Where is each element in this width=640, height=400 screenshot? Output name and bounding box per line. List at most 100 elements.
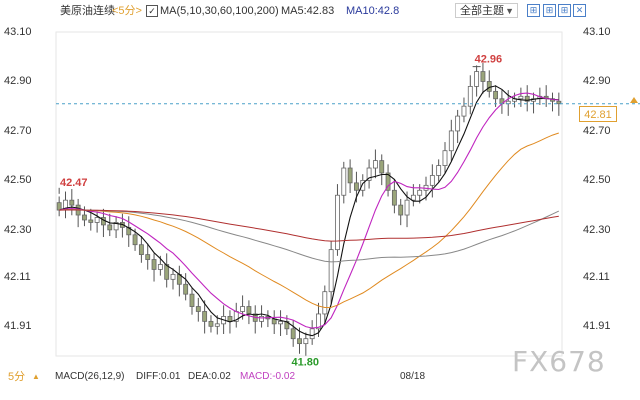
candle-body: [436, 165, 442, 176]
candle-body: [309, 328, 315, 340]
y-tick-label-left: 42.11: [4, 270, 31, 283]
y-tick-label-right: 42.11: [583, 270, 610, 283]
candle-body: [290, 328, 296, 340]
y-tick-label-left: 42.50: [4, 174, 32, 187]
macd-diff: DIFF:0.01: [136, 371, 181, 382]
candle-body: [170, 273, 176, 280]
candle-body: [360, 179, 366, 191]
y-tick-label-left: 43.10: [4, 26, 32, 38]
triangle-up-icon[interactable]: ▲: [32, 372, 40, 381]
period-selector[interactable]: <5分>: [112, 5, 142, 17]
candle-body: [480, 71, 486, 82]
y-tick-label-left: 42.30: [4, 223, 32, 236]
candle-body: [56, 202, 62, 211]
candle-body: [240, 306, 246, 312]
candle-body: [448, 130, 454, 152]
instrument-name[interactable]: 美原油连续: [60, 5, 115, 17]
y-tick-label-right: 43.10: [583, 26, 611, 38]
theme-select[interactable]: 全部主题 ▼: [455, 3, 518, 18]
candle-body: [88, 219, 94, 223]
y-tick-label-left: 42.90: [4, 75, 32, 88]
candle-body: [391, 189, 397, 206]
macd-params[interactable]: MACD(26,12,9): [55, 371, 125, 382]
candle-body: [404, 199, 410, 216]
candle-body: [366, 167, 372, 181]
candle-body: [455, 115, 461, 132]
candle-body: [107, 224, 113, 231]
candle-body: [354, 182, 359, 191]
candle-body: [138, 244, 144, 255]
theme-select-label: 全部主题: [460, 5, 504, 17]
candle-body: [486, 81, 492, 92]
candle-body: [385, 172, 391, 191]
macd-value: MACD:-0.02: [240, 371, 296, 382]
ma5-value: MA5:42.83: [281, 5, 335, 17]
low-price-label: 41.80: [292, 357, 320, 369]
y-tick-label-right: 42.70: [583, 124, 611, 137]
y-tick-label-right: 41.91: [583, 320, 611, 333]
candle-body: [341, 167, 347, 196]
candle-body: [82, 214, 87, 221]
candle-body: [328, 249, 334, 293]
candle-body: [202, 311, 208, 322]
candle-body: [474, 71, 480, 87]
candle-body: [461, 105, 467, 117]
y-tick-label-left: 42.70: [4, 124, 32, 137]
x-axis-date: 08/18: [400, 371, 426, 382]
candle-body: [372, 160, 378, 169]
candle-body: [227, 316, 233, 322]
left-price-label: 42.47: [60, 177, 88, 189]
candle-body: [195, 306, 201, 312]
candle-body: [183, 283, 189, 295]
candle-body: [259, 316, 264, 322]
candle-body: [556, 100, 562, 105]
candle-body: [69, 199, 75, 206]
candle-body: [335, 194, 340, 251]
grid-icon[interactable]: ⊞: [543, 4, 556, 17]
plot-area: [55, 31, 563, 357]
candle-body: [398, 204, 404, 216]
candle-body: [316, 313, 321, 330]
candle-body: [164, 264, 170, 280]
candle-body: [524, 95, 530, 102]
ma-line-ma60: [59, 209, 560, 263]
candle-body: [467, 86, 473, 107]
ma10-value: MA10:42.8: [346, 5, 400, 17]
indicator-bar: 5分 ▲ MACD(26,12,9) DIFF:0.01 DEA:0.02 MA…: [0, 368, 640, 386]
candle-body: [417, 189, 423, 196]
candle-body: [442, 150, 448, 166]
candle-body: [208, 320, 214, 327]
chevron-down-icon: ▼: [505, 6, 514, 16]
candle-body: [278, 320, 283, 325]
y-tick-label-right: 42.90: [583, 75, 611, 88]
candle-body: [379, 160, 385, 174]
y-tick-label-right: 42.50: [583, 174, 611, 187]
ma-line-ma30: [59, 132, 559, 309]
candle-body: [297, 338, 302, 345]
watermark-logo: FX678: [512, 345, 606, 378]
grid-icon[interactable]: ⊞: [558, 4, 571, 17]
candle-body: [246, 306, 252, 315]
candle-body: [410, 194, 416, 201]
ma-line-ma100: [59, 209, 559, 242]
candle-body: [347, 167, 353, 184]
ma-toggle-checkbox[interactable]: ✓: [146, 5, 158, 17]
candle-body: [518, 95, 524, 100]
bottom-period-selector[interactable]: 5分: [8, 371, 26, 383]
y-tick-label-right: 42.30: [583, 223, 611, 236]
ma-params[interactable]: MA(5,10,30,60,100,200): [160, 5, 279, 17]
high-price-label: 42.96: [475, 54, 503, 66]
close-icon[interactable]: ✕: [573, 4, 586, 17]
candle-body: [113, 222, 119, 231]
current-price-flag-icon: [630, 96, 638, 103]
candle-body: [94, 217, 100, 223]
grid-icon[interactable]: ⊞: [527, 4, 540, 17]
candle-body: [157, 264, 163, 270]
y-tick-label-left: 41.91: [4, 320, 32, 333]
candle-body: [145, 254, 151, 260]
ma-line-ma10: [59, 92, 559, 329]
current-price-tag: 42.81: [579, 105, 617, 122]
candle-body: [303, 338, 309, 345]
ma-line-ma5: [59, 85, 559, 337]
